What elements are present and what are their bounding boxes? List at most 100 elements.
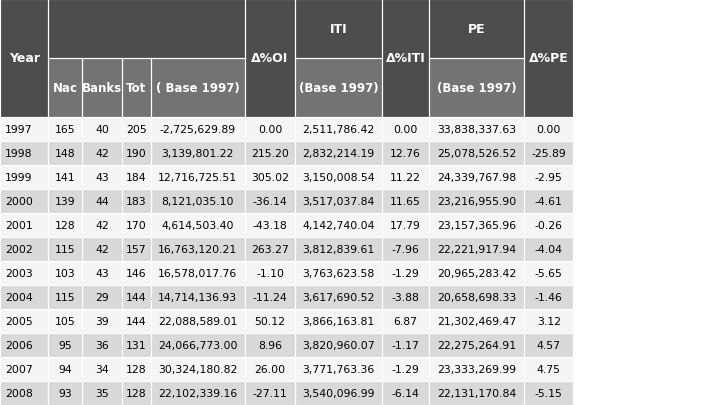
Text: 4.75: 4.75 xyxy=(536,364,561,374)
Text: 3,517,037.84: 3,517,037.84 xyxy=(303,196,375,206)
Text: Δ%PE: Δ%PE xyxy=(529,52,569,65)
Text: 4,142,740.04: 4,142,740.04 xyxy=(303,220,375,230)
Text: Nac: Nac xyxy=(53,81,78,95)
Text: 44: 44 xyxy=(95,196,109,206)
Text: -5.65: -5.65 xyxy=(535,268,562,278)
Text: -1.17: -1.17 xyxy=(391,340,419,350)
Text: 23,216,955.90: 23,216,955.90 xyxy=(437,196,516,206)
Bar xyxy=(82,285,122,309)
Text: 24,339,767.98: 24,339,767.98 xyxy=(437,173,516,182)
Text: PE: PE xyxy=(468,23,485,36)
Bar xyxy=(122,309,151,333)
Text: (Base 1997): (Base 1997) xyxy=(437,81,516,95)
Text: Δ%ITI: Δ%ITI xyxy=(386,52,425,65)
Text: 42: 42 xyxy=(95,244,109,254)
Text: 2001: 2001 xyxy=(5,220,32,230)
Text: 115: 115 xyxy=(55,244,76,254)
Text: 3,139,801.22: 3,139,801.22 xyxy=(162,148,234,158)
Bar xyxy=(295,165,382,190)
Bar xyxy=(82,59,122,117)
Bar xyxy=(82,333,122,357)
Bar xyxy=(245,285,295,309)
Bar xyxy=(48,141,82,165)
Bar xyxy=(151,59,245,117)
Text: 30,324,180.82: 30,324,180.82 xyxy=(158,364,238,374)
Bar xyxy=(0,117,48,141)
Bar xyxy=(524,190,573,213)
Text: 3,820,960.07: 3,820,960.07 xyxy=(303,340,375,350)
Text: 2004: 2004 xyxy=(5,292,32,302)
Text: 12,716,725.51: 12,716,725.51 xyxy=(158,173,238,182)
Bar xyxy=(122,213,151,237)
Text: 205: 205 xyxy=(126,124,147,134)
Text: 14,714,136.93: 14,714,136.93 xyxy=(158,292,238,302)
Text: 1997: 1997 xyxy=(5,124,32,134)
Bar xyxy=(295,213,382,237)
Text: Tot: Tot xyxy=(126,81,147,95)
Text: 2005: 2005 xyxy=(5,316,32,326)
Bar xyxy=(382,309,429,333)
Bar xyxy=(245,213,295,237)
Bar xyxy=(48,117,82,141)
Bar xyxy=(429,285,524,309)
Text: -1.10: -1.10 xyxy=(256,268,284,278)
Text: 43: 43 xyxy=(95,173,109,182)
Bar xyxy=(429,213,524,237)
Bar xyxy=(524,285,573,309)
Bar xyxy=(245,141,295,165)
Text: -43.18: -43.18 xyxy=(253,220,287,230)
Bar xyxy=(0,0,48,117)
Text: 190: 190 xyxy=(126,148,147,158)
Text: 50.12: 50.12 xyxy=(255,316,285,326)
Text: 35: 35 xyxy=(95,388,109,398)
Bar xyxy=(382,190,429,213)
Bar xyxy=(122,141,151,165)
Bar xyxy=(0,261,48,285)
Text: 8,121,035.10: 8,121,035.10 xyxy=(162,196,234,206)
Text: -36.14: -36.14 xyxy=(253,196,287,206)
Text: 139: 139 xyxy=(55,196,76,206)
Text: Δ%OI: Δ%OI xyxy=(251,52,289,65)
Bar xyxy=(524,117,573,141)
Bar xyxy=(295,285,382,309)
Bar xyxy=(82,141,122,165)
Bar xyxy=(524,0,573,117)
Text: 2,832,214.19: 2,832,214.19 xyxy=(303,148,375,158)
Bar xyxy=(524,213,573,237)
Text: 17.79: 17.79 xyxy=(390,220,421,230)
Bar xyxy=(245,237,295,261)
Bar xyxy=(151,165,245,190)
Bar xyxy=(382,381,429,405)
Text: 1998: 1998 xyxy=(5,148,32,158)
Bar xyxy=(151,141,245,165)
Text: 128: 128 xyxy=(55,220,76,230)
Text: Year: Year xyxy=(9,52,40,65)
Text: 36: 36 xyxy=(95,340,109,350)
Text: 12.76: 12.76 xyxy=(390,148,421,158)
Text: -1.29: -1.29 xyxy=(391,364,419,374)
Bar xyxy=(82,237,122,261)
Text: 42: 42 xyxy=(95,148,109,158)
Text: 0.00: 0.00 xyxy=(393,124,417,134)
Bar xyxy=(382,333,429,357)
Bar xyxy=(122,381,151,405)
Bar xyxy=(429,0,524,59)
Bar xyxy=(295,333,382,357)
Text: 8.96: 8.96 xyxy=(258,340,282,350)
Bar xyxy=(429,333,524,357)
Text: (Base 1997): (Base 1997) xyxy=(299,81,378,95)
Text: 3,812,839.61: 3,812,839.61 xyxy=(303,244,375,254)
Text: ITI: ITI xyxy=(330,23,347,36)
Text: -6.14: -6.14 xyxy=(391,388,419,398)
Text: 3,540,096.99: 3,540,096.99 xyxy=(303,388,375,398)
Bar xyxy=(429,357,524,381)
Bar xyxy=(48,59,82,117)
Bar xyxy=(245,0,295,117)
Text: -27.11: -27.11 xyxy=(253,388,287,398)
Bar xyxy=(429,141,524,165)
Text: 16,763,120.21: 16,763,120.21 xyxy=(158,244,238,254)
Text: 39: 39 xyxy=(95,316,109,326)
Bar xyxy=(245,357,295,381)
Bar xyxy=(295,261,382,285)
Text: 144: 144 xyxy=(126,292,147,302)
